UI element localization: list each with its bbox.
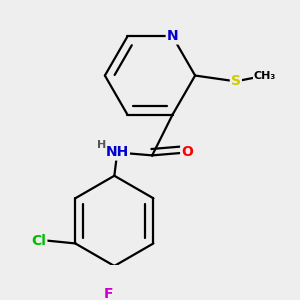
Text: N: N: [167, 29, 178, 44]
Text: Cl: Cl: [32, 233, 46, 248]
Text: F: F: [104, 286, 113, 300]
Text: H: H: [97, 140, 106, 150]
Text: S: S: [231, 74, 241, 88]
Text: O: O: [181, 146, 193, 160]
Text: NH: NH: [106, 146, 129, 160]
Text: CH₃: CH₃: [254, 70, 276, 80]
